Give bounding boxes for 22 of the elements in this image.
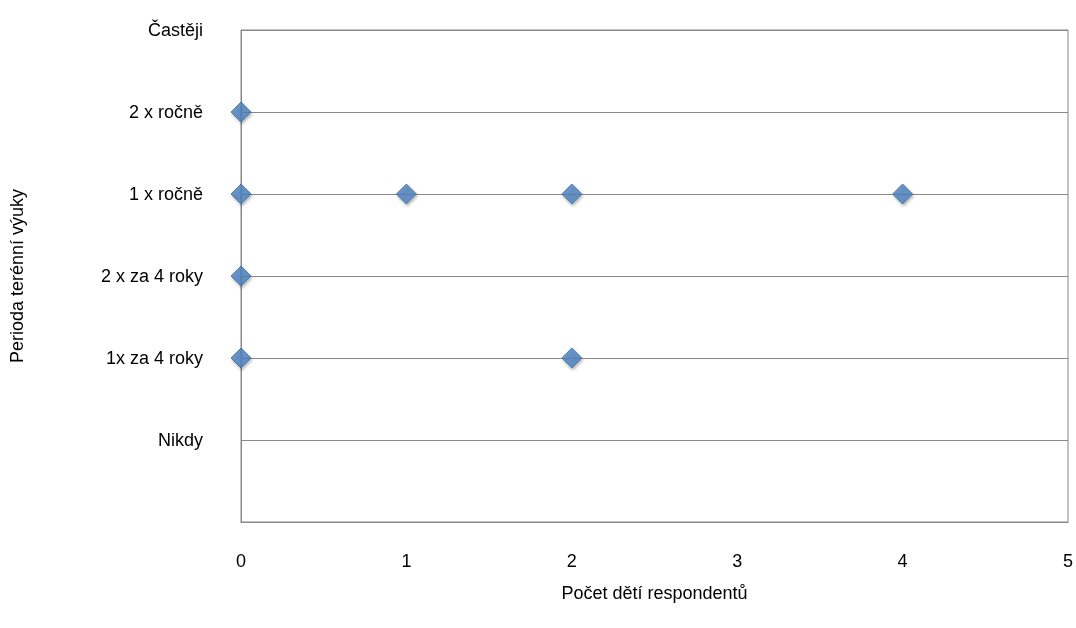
x-tick-label: 0 bbox=[235, 551, 247, 571]
point bbox=[230, 347, 252, 369]
x-tick-label: 1 bbox=[401, 551, 412, 571]
x-axis-title: Počet dětí respondentů bbox=[561, 583, 748, 603]
point bbox=[230, 265, 252, 287]
point bbox=[892, 183, 914, 205]
y-tick-label: Nikdy bbox=[157, 430, 203, 450]
y-tick-label: 2 x ročně bbox=[128, 102, 203, 122]
x-tick-label: 4 bbox=[897, 551, 908, 571]
x-tick-label: 3 bbox=[732, 551, 743, 571]
x-tick-label: 5 bbox=[1062, 551, 1073, 571]
y-axis-title: Perioda terénní výuky bbox=[7, 188, 27, 364]
y-tick-label: 1x za 4 roky bbox=[105, 348, 203, 368]
point bbox=[230, 183, 252, 205]
point bbox=[230, 101, 252, 123]
point bbox=[561, 183, 583, 205]
y-tick-label: 2 x za 4 roky bbox=[100, 266, 203, 286]
point bbox=[395, 183, 417, 205]
x-tick-label: 2 bbox=[566, 551, 577, 571]
y-tick-label: Častěji bbox=[147, 19, 203, 40]
point bbox=[561, 347, 583, 369]
y-tick-label: 1 x ročně bbox=[128, 184, 203, 204]
